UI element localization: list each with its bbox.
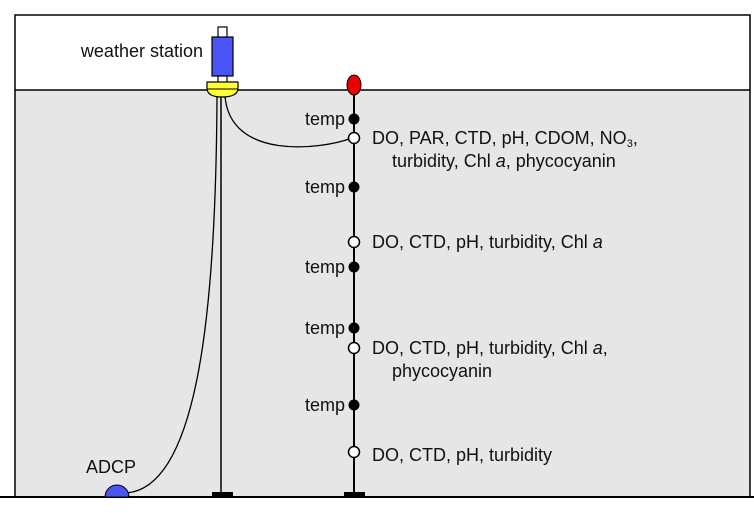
svg-text:DO, CTD, pH, turbidity, Chl a: DO, CTD, pH, turbidity, Chl a	[372, 232, 603, 252]
multi-sensor-2: DO, CTD, pH, turbidity, Chl a	[347, 232, 603, 252]
surface-float-icon	[346, 74, 362, 96]
svg-text:temp: temp	[305, 318, 345, 338]
sensor-line-anchor	[344, 492, 365, 497]
svg-text:phycocyanin: phycocyanin	[392, 361, 492, 381]
weather-station-label: weather station	[80, 41, 203, 61]
buoy-anchor	[212, 492, 233, 497]
adcp-cable	[124, 95, 218, 494]
svg-text:temp: temp	[305, 177, 345, 197]
water-body	[15, 90, 750, 497]
adcp-label: ADCP	[86, 457, 136, 477]
multi-sensor-1: DO, PAR, CTD, pH, CDOM, NO3, turbidity, …	[347, 128, 638, 171]
adcp-icon	[104, 484, 130, 498]
temp-sensor: temp	[305, 257, 360, 277]
svg-text:temp: temp	[305, 109, 345, 129]
svg-text:DO, CTD, pH, turbidity, Chl a,: DO, CTD, pH, turbidity, Chl a,	[372, 338, 608, 358]
weather-station-icon	[211, 26, 234, 84]
sensor-cable	[224, 95, 353, 148]
temp-sensor: temp	[305, 318, 360, 338]
temp-sensor: temp	[305, 177, 360, 197]
multi-sensor-4: DO, CTD, pH, turbidity	[347, 445, 552, 465]
svg-text:turbidity, Chl a, phycocyanin: turbidity, Chl a, phycocyanin	[392, 151, 616, 171]
multi-sensor-3: DO, CTD, pH, turbidity, Chl a, phycocyan…	[347, 338, 608, 381]
temp-sensor: temp	[305, 395, 360, 415]
svg-text:DO, PAR, CTD, pH, CDOM, NO3,: DO, PAR, CTD, pH, CDOM, NO3,	[372, 128, 638, 150]
svg-text:temp: temp	[305, 257, 345, 277]
svg-text:DO, CTD, pH, turbidity: DO, CTD, pH, turbidity	[372, 445, 552, 465]
temp-sensor: temp	[305, 109, 360, 129]
svg-text:temp: temp	[305, 395, 345, 415]
